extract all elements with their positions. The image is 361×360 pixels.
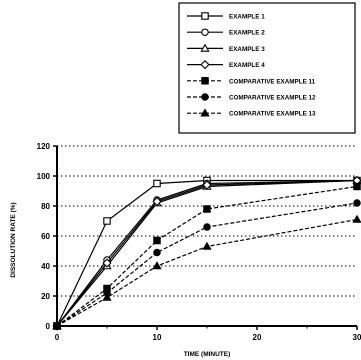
series-example-2 [53, 176, 361, 330]
legend-label: EXAMPLE 4 [229, 62, 265, 69]
data-point [203, 205, 211, 213]
data-point [152, 261, 162, 270]
series-comparative-example-12 [53, 199, 361, 330]
y-tick-label: 40 [41, 262, 50, 271]
series-example-4 [52, 175, 361, 331]
x-tick-labels: 0 10 20 30 [55, 333, 361, 342]
y-tick-label: 20 [41, 292, 50, 301]
legend-label: EXAMPLE 3 [229, 46, 265, 53]
y-tick-label: 60 [41, 232, 50, 241]
legend-marker-icon [201, 12, 209, 20]
data-point [353, 199, 361, 207]
data-point [153, 179, 161, 188]
series-line [56, 179, 357, 327]
data-point [153, 248, 161, 257]
chart-axes [53, 145, 358, 330]
legend-label: COMPARATIVE EXAMPLE 13 [229, 111, 316, 118]
legend-marker-icon [201, 77, 209, 85]
data-point [352, 214, 361, 223]
grid-lines [57, 145, 357, 297]
series-layer [52, 175, 361, 331]
x-axis-title: TIME (MINUTE) [184, 351, 231, 358]
legend-marker-icon [200, 59, 210, 70]
legend-marker-icon [200, 43, 210, 52]
data-point [203, 223, 211, 231]
y-tick-label: 0 [46, 322, 51, 331]
series-example-1 [53, 176, 361, 330]
data-point [152, 196, 162, 207]
data-point [202, 180, 212, 190]
data-point [102, 258, 112, 268]
series-line [56, 179, 358, 327]
data-point [52, 321, 62, 330]
legend-label: EXAMPLE 1 [229, 14, 265, 21]
legend-label: COMPARATIVE EXAMPLE 12 [229, 95, 316, 102]
x-tick-label: 20 [253, 333, 262, 342]
series-example-3 [52, 175, 361, 330]
data-point [153, 236, 161, 245]
data-point [353, 182, 361, 191]
legend-marker-icon [200, 108, 210, 117]
y-tick-label: 80 [41, 202, 50, 211]
legend-marker-icon [201, 93, 209, 101]
series-line [56, 202, 358, 327]
legend-marker-icon [201, 28, 209, 36]
data-point [102, 292, 112, 301]
y-tick-labels: 0 20 40 60 80 100 120 [37, 142, 51, 331]
data-point [202, 241, 212, 250]
legend-label: COMPARATIVE EXAMPLE 11 [229, 78, 316, 85]
x-tick-label: 30 [353, 333, 361, 342]
y-axis-title: DISSOLUTION RATE (%) [10, 202, 17, 277]
legend-label: EXAMPLE 2 [229, 30, 265, 37]
series-line [56, 179, 358, 327]
legend: EXAMPLE 1 EXAMPLE 2 EXAMPLE 3 EXAMPLE 4 COMP… [178, 2, 356, 134]
series-comparative-example-13 [52, 214, 361, 330]
x-tick-label: 10 [153, 333, 162, 342]
y-tick-label: 100 [37, 172, 51, 181]
y-tick-label: 120 [37, 142, 51, 151]
data-point [103, 217, 111, 225]
series-comparative-example-11 [53, 182, 361, 330]
series-line [56, 185, 358, 327]
series-line [56, 179, 358, 327]
legend-box [178, 2, 356, 134]
x-tick-label: 0 [55, 333, 60, 342]
